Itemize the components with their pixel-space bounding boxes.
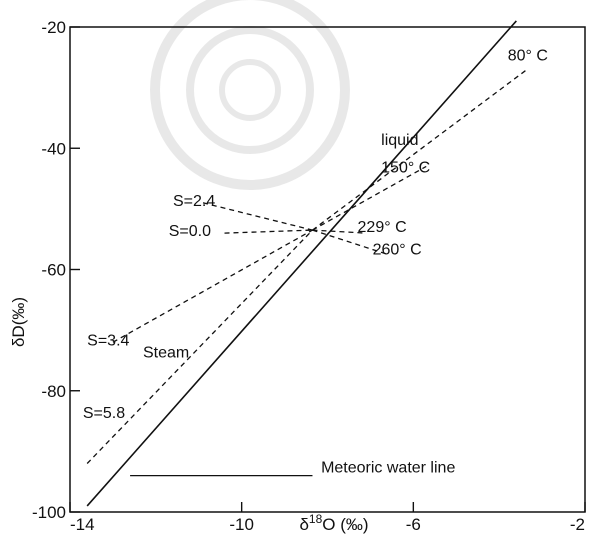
annotation-s-5-8: S=5.8 bbox=[83, 405, 125, 422]
annotation-s-3-4: S=3.4 bbox=[87, 332, 129, 349]
background-ornament bbox=[150, 0, 350, 190]
y-tick-label: -100 bbox=[32, 503, 66, 522]
annotation-meteoric-water-line: Meteoric water line bbox=[321, 460, 455, 477]
y-axis: -20 -40 -60 -80 -100 bbox=[32, 18, 80, 522]
y-axis-title: δD(‰) bbox=[9, 297, 28, 347]
x-tick-label: -10 bbox=[229, 515, 254, 534]
annotation-liquid: liquid bbox=[381, 132, 418, 149]
line-260-c bbox=[312, 229, 388, 255]
x-axis-title-sup: 18 bbox=[309, 512, 323, 526]
annotation-s-0-0: S=0.0 bbox=[169, 223, 211, 240]
x-tick-label: -14 bbox=[70, 515, 95, 534]
y-tick-label: -60 bbox=[41, 261, 66, 280]
annotation-260-c: 260° C bbox=[373, 241, 422, 258]
y-tick-label: -80 bbox=[41, 382, 66, 401]
annotations: 80° C liquid 150° C S=2.4 S=0.0 229° C 260° C S… bbox=[83, 47, 548, 476]
line-s-0-0 bbox=[224, 229, 313, 234]
x-axis-title-delta: δ bbox=[299, 515, 308, 534]
line-s-5-8 bbox=[86, 229, 313, 464]
y-tick-label: -20 bbox=[41, 18, 66, 37]
annotation-80-c: 80° C bbox=[508, 47, 548, 64]
line-s-2-4 bbox=[202, 202, 313, 231]
line-s-3-4 bbox=[112, 229, 313, 343]
x-axis-title-main: O (‰) bbox=[322, 515, 368, 534]
series-lines bbox=[86, 20, 528, 507]
x-axis: -14 -10 -6 -2 bbox=[69, 502, 586, 534]
plot-frame bbox=[69, 26, 586, 513]
x-tick-label: -2 bbox=[570, 515, 585, 534]
annotation-s-2-4: S=2.4 bbox=[173, 193, 215, 210]
y-tick-label: -40 bbox=[41, 139, 66, 158]
line-meteoric-water-line bbox=[86, 20, 517, 507]
line-150-c bbox=[312, 165, 427, 231]
x-axis-title: δ18O (‰) bbox=[299, 512, 368, 534]
annotation-229-c: 229° C bbox=[358, 219, 407, 236]
annotation-150-c: 150° C bbox=[381, 160, 430, 177]
x-tick-label: -6 bbox=[406, 515, 421, 534]
annotation-steam: Steam bbox=[143, 344, 189, 361]
